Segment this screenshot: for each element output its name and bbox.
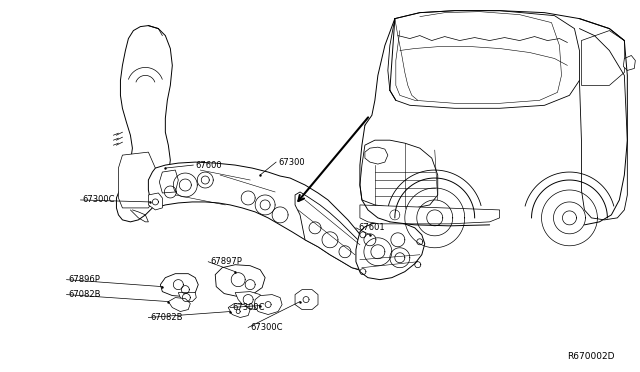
Polygon shape [159,170,179,193]
Polygon shape [161,274,198,296]
Polygon shape [360,140,438,208]
Polygon shape [179,293,196,302]
Polygon shape [228,304,250,318]
Text: 67600: 67600 [195,161,222,170]
Text: 67300C: 67300C [250,323,283,332]
Polygon shape [168,298,190,311]
Text: 67082B: 67082B [68,290,101,299]
Polygon shape [360,205,500,224]
Polygon shape [295,290,318,310]
Polygon shape [118,152,156,208]
Text: 67897P: 67897P [210,257,242,266]
Polygon shape [254,295,282,314]
Polygon shape [148,193,163,210]
Polygon shape [365,147,388,164]
Text: 67896P: 67896P [68,275,100,284]
Polygon shape [215,265,265,296]
Polygon shape [388,11,579,108]
Text: 67300C: 67300C [83,195,115,205]
Text: 67300C: 67300C [232,303,265,312]
Text: 67082B: 67082B [150,313,183,322]
Polygon shape [623,55,636,70]
Polygon shape [356,222,425,280]
Polygon shape [581,31,625,86]
Polygon shape [235,292,262,310]
Polygon shape [295,192,372,270]
Polygon shape [116,26,172,222]
Text: 67601: 67601 [358,223,385,232]
Text: 67300: 67300 [278,158,305,167]
Text: R670002D: R670002D [567,352,614,361]
Polygon shape [148,162,382,272]
